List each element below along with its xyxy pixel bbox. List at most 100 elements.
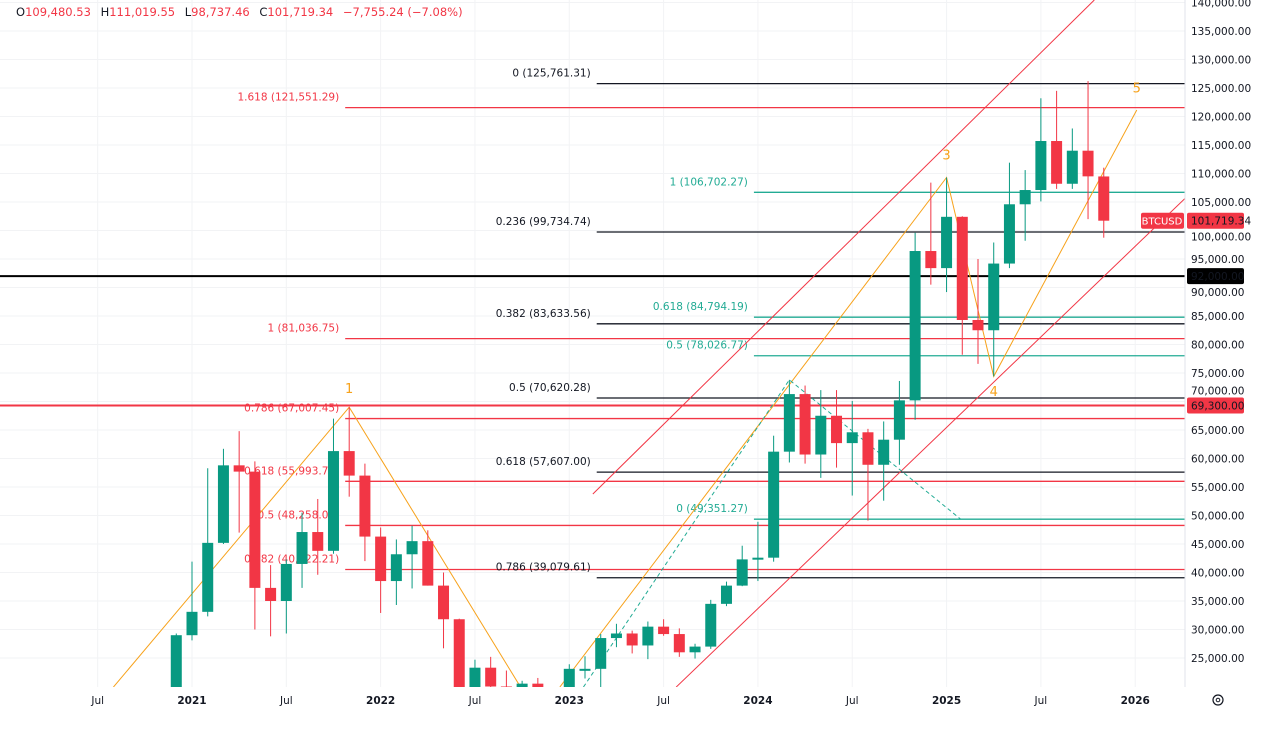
candle-body xyxy=(579,668,591,671)
candle[interactable] xyxy=(626,630,638,654)
candle[interactable] xyxy=(673,628,685,657)
candle[interactable] xyxy=(327,418,339,554)
candle[interactable] xyxy=(909,232,921,420)
candle[interactable] xyxy=(312,498,324,575)
candle-body xyxy=(831,415,843,444)
candle[interactable] xyxy=(233,431,245,533)
candle[interactable] xyxy=(170,633,182,700)
candle[interactable] xyxy=(736,545,748,587)
channel-line[interactable] xyxy=(675,197,1185,687)
candle-body xyxy=(658,626,670,635)
wave-label: 3 xyxy=(942,148,950,163)
fib-level-label: 0 (125,761.31) xyxy=(512,68,590,80)
candle[interactable] xyxy=(878,421,890,501)
candle-body xyxy=(1035,141,1047,191)
candle[interactable] xyxy=(1035,98,1047,202)
settings-gear-icon[interactable] xyxy=(1212,694,1224,706)
price-tick-label: 140,000.00 xyxy=(1191,0,1251,10)
candle[interactable] xyxy=(815,390,827,478)
candle[interactable] xyxy=(1066,128,1078,189)
symbol-tag: BTCUSD xyxy=(1142,217,1183,228)
plot-area[interactable]: 1.618 (121,551.29) 1 (81,036.75) 0.786 (67… xyxy=(0,0,1186,712)
candle[interactable] xyxy=(375,527,387,613)
last-price-tag-bg xyxy=(1187,212,1244,229)
time-tick-label: 2026 xyxy=(1121,695,1150,707)
candle-body xyxy=(217,465,229,543)
candle-body xyxy=(1019,190,1031,205)
high-key: H xyxy=(100,5,110,19)
time-tick-label: Jul xyxy=(1034,695,1048,707)
candle[interactable] xyxy=(768,435,780,562)
candle[interactable] xyxy=(783,379,795,463)
low-key: L xyxy=(184,5,192,19)
candle[interactable] xyxy=(579,656,591,679)
candle[interactable] xyxy=(280,559,292,634)
candle[interactable] xyxy=(186,561,198,641)
candle[interactable] xyxy=(610,623,622,648)
candle[interactable] xyxy=(1098,167,1110,238)
candle[interactable] xyxy=(831,390,843,468)
candle[interactable] xyxy=(705,599,717,649)
candle[interactable] xyxy=(249,461,261,630)
fib-level-label: 1.618 (121,551.29) xyxy=(237,92,339,104)
fib-level-label: 0.786 (67,007.45) xyxy=(244,403,339,415)
candle[interactable] xyxy=(453,618,465,701)
candle[interactable] xyxy=(941,177,953,293)
candle[interactable] xyxy=(406,525,418,589)
candle[interactable] xyxy=(988,242,1000,377)
candle[interactable] xyxy=(343,407,355,497)
fib-level-label: 1 (106,702.27) xyxy=(670,176,748,188)
candle[interactable] xyxy=(217,448,229,544)
fib-level-label: 0.236 (99,734.74) xyxy=(496,216,591,228)
candle[interactable] xyxy=(799,385,811,464)
candle-body xyxy=(170,635,182,687)
candle[interactable] xyxy=(595,634,607,689)
candle[interactable] xyxy=(296,512,308,588)
candle[interactable] xyxy=(563,664,575,706)
candle[interactable] xyxy=(390,539,402,605)
price-tick-label: 85,000.00 xyxy=(1191,311,1244,323)
candle-body xyxy=(925,251,937,269)
price-tick-label: 105,000.00 xyxy=(1191,197,1251,209)
candle[interactable] xyxy=(516,680,528,697)
channel-line[interactable] xyxy=(592,0,1095,495)
candle[interactable] xyxy=(658,619,670,636)
price-tick-label: 75,000.00 xyxy=(1191,368,1244,380)
price-tick-label: 135,000.00 xyxy=(1191,26,1251,38)
candle[interactable] xyxy=(1051,90,1063,189)
candle[interactable] xyxy=(422,530,434,586)
candle[interactable] xyxy=(846,400,858,496)
candle[interactable] xyxy=(469,659,481,694)
candle[interactable] xyxy=(500,670,512,698)
candle[interactable] xyxy=(720,581,732,607)
candle[interactable] xyxy=(1082,81,1094,220)
candle[interactable] xyxy=(752,521,764,582)
candle[interactable] xyxy=(265,565,277,637)
ohlc-legend: O109,480.53 H111,019.55 L98,737.46 C101,… xyxy=(16,5,469,19)
wave-label: 5 xyxy=(1133,82,1141,97)
candle[interactable] xyxy=(202,468,214,617)
elliott-wave-line[interactable] xyxy=(559,109,1138,687)
candle[interactable] xyxy=(359,463,371,562)
candle-body xyxy=(563,668,575,687)
time-tick-label: 2024 xyxy=(743,695,772,707)
candle[interactable] xyxy=(862,428,874,521)
wave-label: 4 xyxy=(990,385,998,400)
candle[interactable] xyxy=(972,259,984,364)
candle[interactable] xyxy=(1019,170,1031,241)
candle[interactable] xyxy=(689,643,701,659)
candle-body xyxy=(815,415,827,455)
time-tick-label: Jul xyxy=(279,695,293,707)
candle[interactable] xyxy=(532,677,544,712)
fib-level-label: 0 (49,351.27) xyxy=(676,503,748,515)
candle-body xyxy=(375,536,387,582)
candle[interactable] xyxy=(642,621,654,660)
candle[interactable] xyxy=(925,182,937,285)
candle[interactable] xyxy=(893,380,905,465)
high-value: 111,019.55 xyxy=(109,5,176,19)
candle[interactable] xyxy=(956,216,968,355)
candle[interactable] xyxy=(1003,162,1015,269)
candle[interactable] xyxy=(485,656,497,689)
candle[interactable] xyxy=(438,572,450,649)
